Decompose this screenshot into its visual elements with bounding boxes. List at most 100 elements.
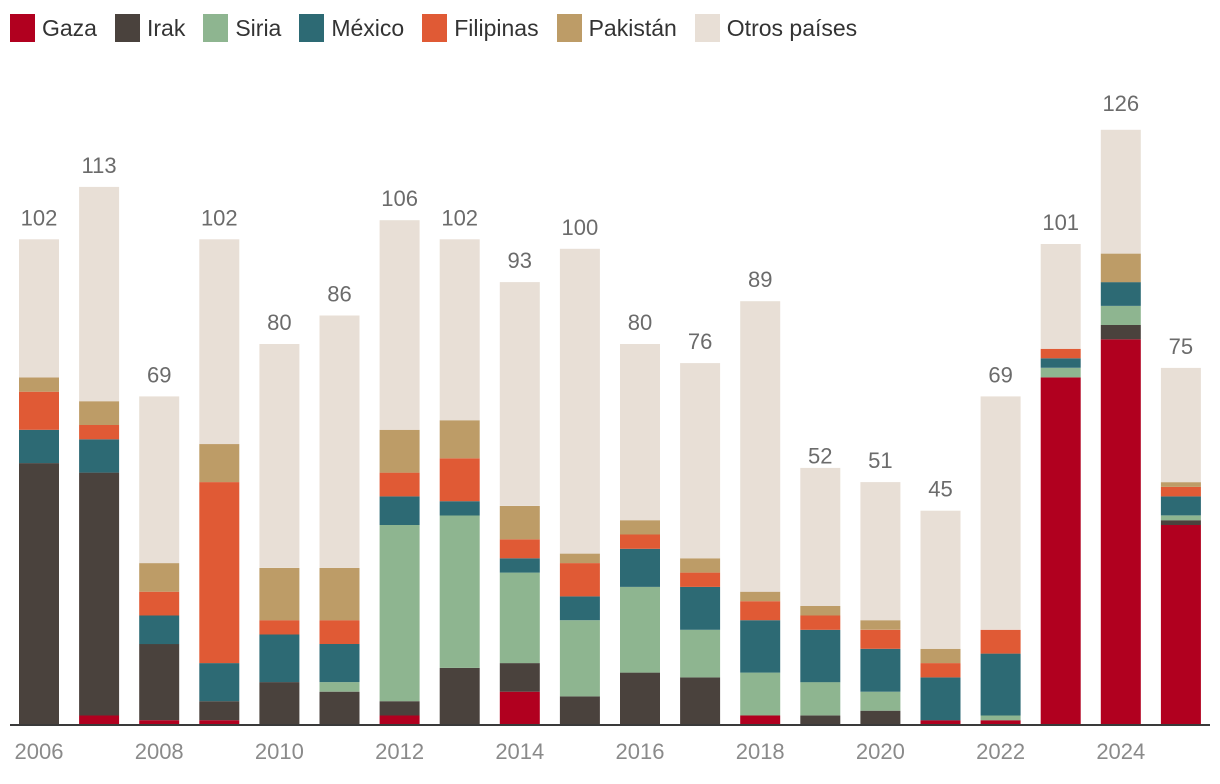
bar-segment-filipinas-2019 — [800, 615, 841, 630]
legend-item-gaza: Gaza — [10, 14, 97, 42]
x-tick-label-2012: 2012 — [375, 739, 424, 764]
bar-segment-otros-paises-2010 — [259, 344, 300, 568]
x-tick-label-2020: 2020 — [856, 739, 905, 764]
bar-segment-mexico-2018 — [740, 620, 781, 673]
bar-segment-mexico-2023 — [1040, 358, 1081, 368]
bar-segment-irak-2019 — [800, 715, 841, 725]
bar-segment-filipinas-2021 — [920, 663, 961, 678]
legend-label-pakistan: Pakistán — [588, 14, 677, 41]
legend-swatch-gaza — [10, 14, 35, 42]
legend-item-filipinas: Filipinas — [422, 14, 539, 42]
bar-segment-irak-2009 — [199, 701, 240, 721]
total-label-2009: 102 — [201, 205, 238, 230]
bar-segment-siria-2013 — [439, 515, 480, 668]
bar-segment-gaza-2023 — [1040, 377, 1081, 725]
bar-segment-irak-2010 — [259, 682, 300, 725]
bar-segment-filipinas-2017 — [680, 572, 721, 587]
legend-label-mexico: México — [331, 14, 405, 41]
bar-segment-pakistan-2025 — [1160, 482, 1201, 487]
total-label-2010: 80 — [267, 310, 291, 335]
total-label-2024: 126 — [1102, 91, 1139, 116]
bar-segment-gaza-2025 — [1160, 525, 1201, 725]
bar-segment-irak-2011 — [319, 691, 360, 725]
total-label-2022: 69 — [988, 362, 1012, 387]
bar-segment-gaza-2018 — [740, 715, 781, 725]
bar-segment-filipinas-2008 — [139, 591, 180, 616]
total-label-2015: 100 — [562, 215, 599, 240]
bar-segment-mexico-2008 — [139, 615, 180, 645]
bar-segment-mexico-2014 — [499, 558, 540, 573]
bar-segment-otros-paises-2019 — [800, 467, 841, 606]
legend-label-filipinas: Filipinas — [454, 14, 539, 41]
bar-segment-otros-paises-2009 — [199, 239, 240, 445]
x-axis-ticks-group: 2006 2008 2010 2012 2014 2016 2018 2020 2022 2024 — [15, 739, 1146, 764]
bar-segment-filipinas-2010 — [259, 620, 300, 635]
bar-segment-otros-paises-2013 — [439, 239, 480, 421]
bar-segment-irak-2025 — [1160, 520, 1201, 525]
bar-segment-filipinas-2006 — [19, 391, 59, 430]
bar-segment-filipinas-2014 — [499, 539, 540, 559]
bar-segment-mexico-2013 — [439, 501, 480, 516]
bar-segment-pakistan-2018 — [740, 591, 781, 602]
legend-swatch-filipinas — [422, 14, 448, 42]
bar-segment-irak-2016 — [620, 672, 660, 725]
bar-segment-mexico-2024 — [1100, 282, 1141, 306]
total-labels-group: 102 113 69 102 80 86 106 102 93 100 80 76 89 52 51 45 69… — [21, 91, 1194, 502]
bar-segment-mexico-2010 — [259, 634, 300, 683]
bar-segment-pakistan-2010 — [259, 567, 300, 621]
bar-segment-pakistan-2006 — [19, 377, 59, 392]
bar-segment-siria-2025 — [1160, 515, 1201, 521]
total-label-2025: 75 — [1169, 334, 1193, 359]
bar-segment-pakistan-2012 — [379, 429, 420, 473]
legend-label-siria: Siria — [235, 14, 282, 41]
legend-item-pakistan: Pakistán — [556, 14, 677, 42]
bar-segment-filipinas-2013 — [439, 458, 480, 502]
bar-segment-gaza-2009 — [199, 720, 240, 725]
bar-segment-otros-paises-2015 — [559, 248, 600, 554]
x-tick-label-2008: 2008 — [135, 739, 184, 764]
bar-segment-pakistan-2019 — [800, 606, 841, 616]
bar-segment-otros-paises-2021 — [920, 510, 961, 649]
bar-segment-siria-2016 — [620, 586, 660, 673]
x-tick-label-2024: 2024 — [1096, 739, 1145, 764]
total-label-2008: 69 — [147, 362, 171, 387]
bar-segment-otros-paises-2024 — [1100, 129, 1141, 254]
total-label-2016: 80 — [628, 310, 652, 335]
bar-segment-pakistan-2013 — [439, 420, 480, 459]
legend-item-mexico: México — [299, 14, 404, 42]
bar-segment-mexico-2025 — [1160, 496, 1201, 516]
total-label-2014: 93 — [508, 248, 532, 273]
bar-segment-irak-2006 — [19, 463, 59, 725]
x-tick-label-2010: 2010 — [255, 739, 304, 764]
legend-swatch-pakistan — [556, 14, 582, 42]
bar-segment-filipinas-2009 — [199, 482, 240, 664]
bar-segment-pakistan-2024 — [1100, 253, 1141, 283]
legend-label-gaza: Gaza — [42, 14, 97, 41]
bar-segment-siria-2015 — [559, 620, 600, 697]
x-tick-label-2006: 2006 — [15, 739, 64, 764]
bar-segment-pakistan-2011 — [319, 567, 360, 621]
bar-segment-siria-2012 — [379, 525, 420, 702]
bar-segment-gaza-2014 — [499, 691, 540, 725]
total-label-2023: 101 — [1042, 210, 1079, 235]
bar-segment-irak-2020 — [860, 710, 901, 725]
total-label-2018: 89 — [748, 267, 772, 292]
bar-segment-mexico-2011 — [319, 644, 360, 683]
bars-group — [19, 129, 1201, 725]
total-label-2013: 102 — [441, 205, 478, 230]
bar-segment-irak-2015 — [559, 696, 600, 725]
total-label-2011: 86 — [327, 282, 351, 307]
bar-segment-pakistan-2009 — [199, 444, 240, 483]
legend-swatch-siria — [203, 14, 229, 42]
bar-segment-filipinas-2011 — [319, 620, 360, 644]
legend-item-otros-paises: Otros países — [694, 14, 857, 42]
bar-segment-mexico-2006 — [19, 429, 59, 464]
bar-segment-otros-paises-2016 — [620, 344, 660, 521]
bar-segment-mexico-2016 — [620, 548, 660, 587]
total-label-2006: 102 — [21, 205, 58, 230]
legend-item-siria: Siria — [203, 14, 281, 42]
bar-segment-siria-2020 — [860, 691, 901, 711]
bar-segment-siria-2017 — [680, 629, 721, 678]
bar-segment-gaza-2008 — [139, 720, 180, 725]
bar-segment-irak-2013 — [439, 667, 480, 725]
